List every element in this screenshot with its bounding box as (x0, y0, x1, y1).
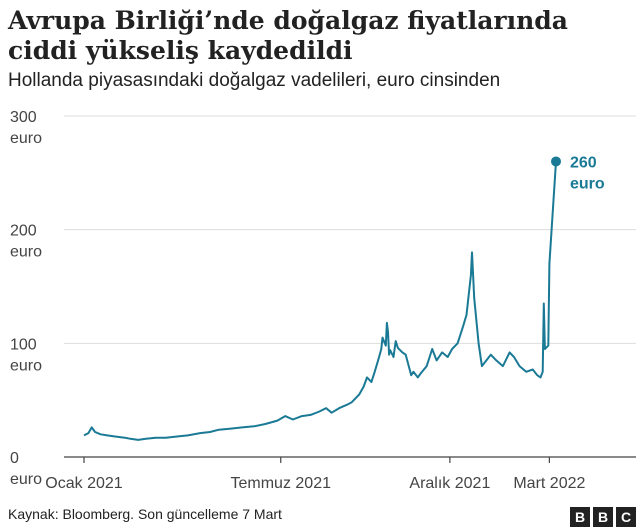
y-tick-label-1: 100 (10, 336, 37, 353)
y-axis-ticks: 0 euro 100 euro 200 euro 300 euro (10, 109, 42, 488)
x-tick-label-3: Mart 2022 (513, 475, 585, 492)
line-chart: 0 euro 100 euro 200 euro 300 euro Ocak 2021 Temm… (10, 109, 636, 492)
y-tick-unit-1: euro (10, 357, 42, 374)
x-tick-label-1: Temmuz 2021 (231, 475, 332, 492)
end-unit-label: euro (570, 175, 605, 192)
y-tick-label-0: 0 (10, 450, 19, 467)
logo-letter-c: C (616, 507, 636, 527)
y-tick-label-3: 300 (10, 109, 37, 126)
y-tick-unit-2: euro (10, 244, 42, 261)
bbc-logo: B B C (570, 507, 636, 527)
x-tick-label-0: Ocak 2021 (45, 475, 122, 492)
chart-title: Avrupa Birliği’nde doğalgaz fiyatlarında… (8, 6, 568, 65)
end-annotation: 260 euro (551, 154, 605, 192)
logo-letter-b2: B (593, 507, 613, 527)
end-value-label: 260 (570, 154, 597, 171)
x-axis: Ocak 2021 Temmuz 2021 Aralık 2021 Mart 2022 (45, 456, 636, 492)
y-tick-label-2: 200 (10, 223, 37, 240)
y-tick-unit-3: euro (10, 130, 42, 147)
series-group (83, 161, 557, 441)
gridlines (64, 115, 636, 344)
chart-subtitle: Hollanda piyasasındaki doğalgaz vadelile… (8, 70, 501, 91)
end-point (551, 156, 561, 167)
y-tick-unit-0: euro (10, 471, 42, 488)
logo-letter-b1: B (570, 507, 590, 527)
price-line (83, 161, 557, 441)
source-footer: Kaynak: Bloomberg. Son güncelleme 7 Mart (8, 506, 282, 522)
x-tick-label-2: Aralık 2021 (409, 475, 490, 492)
